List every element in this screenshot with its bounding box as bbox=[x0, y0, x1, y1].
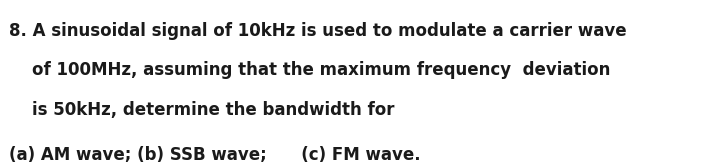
Text: 8. A sinusoidal signal of 10kHz is used to modulate a carrier wave: 8. A sinusoidal signal of 10kHz is used … bbox=[9, 22, 626, 40]
Text: is 50kHz, determine the bandwidth for: is 50kHz, determine the bandwidth for bbox=[9, 101, 394, 119]
Text: (a) AM wave; (b) SSB wave;      (c) FM wave.: (a) AM wave; (b) SSB wave; (c) FM wave. bbox=[9, 146, 420, 164]
Text: of 100MHz, assuming that the maximum frequency  deviation: of 100MHz, assuming that the maximum fre… bbox=[9, 61, 610, 79]
